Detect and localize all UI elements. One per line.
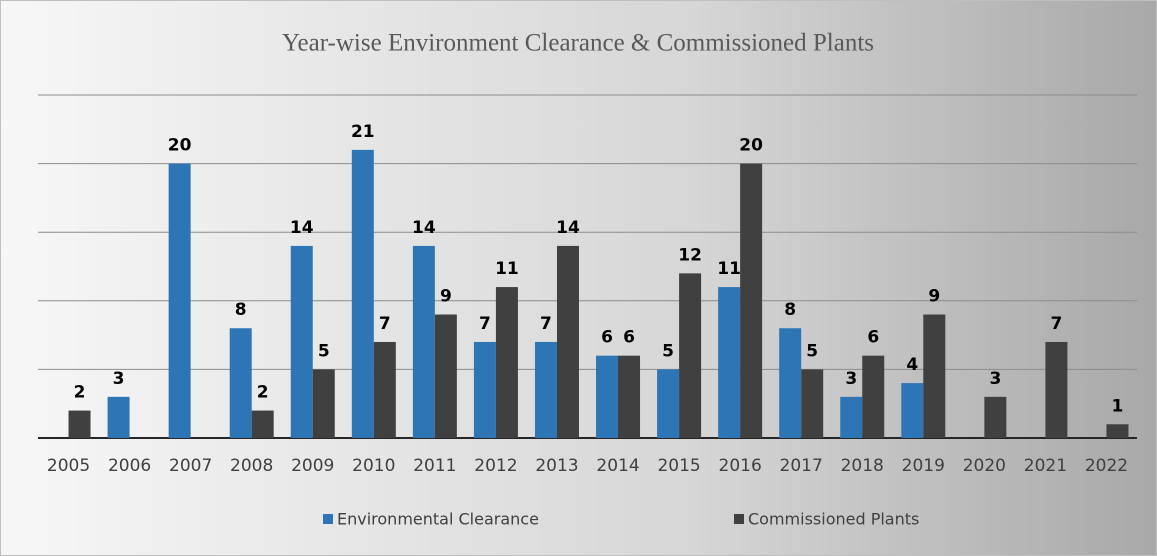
chart-title: Year-wise Environment Clearance & Commis…	[282, 30, 874, 57]
bar	[740, 163, 763, 438]
data-label: 6	[623, 328, 635, 348]
bar	[840, 396, 863, 438]
bar	[534, 341, 557, 438]
bar	[801, 369, 824, 438]
legend-swatch	[323, 514, 333, 524]
bar	[618, 355, 641, 438]
data-label: 6	[867, 328, 879, 348]
data-label: 21	[351, 122, 375, 142]
x-tick-label: 2008	[230, 456, 273, 476]
x-tick-label: 2010	[352, 456, 395, 476]
data-label: 9	[440, 287, 452, 307]
bar	[168, 163, 191, 438]
data-label: 11	[717, 259, 741, 279]
x-tick-label: 2005	[47, 456, 90, 476]
bar	[718, 287, 741, 438]
bar	[657, 369, 680, 438]
bar	[923, 314, 946, 438]
x-tick-label: 2013	[535, 456, 578, 476]
data-label: 7	[379, 314, 391, 334]
data-label: 3	[989, 369, 1001, 389]
bar	[373, 341, 396, 438]
data-label: 2	[74, 383, 86, 403]
data-label: 14	[290, 218, 314, 238]
bar	[862, 355, 885, 438]
bar	[229, 328, 252, 438]
bar	[779, 328, 802, 438]
x-tick-label: 2019	[902, 456, 945, 476]
x-tick-label: 2015	[657, 456, 700, 476]
data-label: 5	[806, 341, 818, 361]
bar	[107, 396, 130, 438]
data-label: 3	[113, 369, 125, 389]
legend-label: Environmental Clearance	[337, 510, 539, 529]
bar	[556, 245, 579, 438]
x-tick-label: 2009	[291, 456, 334, 476]
data-label: 1	[1112, 396, 1124, 416]
x-tick-label: 2018	[841, 456, 884, 476]
legend-label: Commissioned Plants	[748, 510, 919, 529]
bar	[1106, 424, 1129, 438]
bar	[473, 341, 496, 438]
bar	[68, 410, 91, 438]
x-tick-label: 2011	[413, 456, 456, 476]
bar	[984, 396, 1007, 438]
bar	[412, 245, 435, 438]
data-label: 14	[412, 218, 436, 238]
x-tick-label: 2022	[1085, 456, 1128, 476]
bar	[312, 369, 335, 438]
x-tick-label: 2020	[963, 456, 1006, 476]
data-label: 7	[540, 314, 552, 334]
bar	[901, 383, 924, 438]
bar	[251, 410, 274, 438]
data-label: 7	[479, 314, 491, 334]
x-tick-label: 2012	[474, 456, 517, 476]
data-label: 14	[556, 218, 580, 238]
bar	[1045, 341, 1068, 438]
x-tick-label: 2014	[596, 456, 639, 476]
data-label: 12	[678, 245, 702, 265]
data-label: 2	[257, 383, 269, 403]
data-label: 20	[168, 136, 192, 156]
data-label: 9	[928, 287, 940, 307]
data-label: 6	[601, 328, 613, 348]
x-tick-label: 2006	[108, 456, 151, 476]
data-label: 20	[739, 136, 763, 156]
legend-swatch	[734, 514, 744, 524]
bar	[495, 287, 518, 438]
x-tick-label: 2017	[780, 456, 823, 476]
bar	[351, 149, 374, 438]
bar	[596, 355, 619, 438]
data-label: 5	[662, 341, 674, 361]
data-label: 5	[318, 341, 330, 361]
bar	[434, 314, 457, 438]
data-label: 4	[906, 355, 918, 375]
bar	[679, 273, 702, 438]
bar	[290, 245, 313, 438]
x-tick-label: 2021	[1024, 456, 1067, 476]
data-label: 8	[235, 300, 247, 320]
data-label: 7	[1050, 314, 1062, 334]
data-label: 3	[845, 369, 857, 389]
data-label: 8	[784, 300, 796, 320]
x-tick-label: 2007	[169, 456, 212, 476]
data-label: 11	[495, 259, 519, 279]
x-tick-label: 2016	[719, 456, 762, 476]
